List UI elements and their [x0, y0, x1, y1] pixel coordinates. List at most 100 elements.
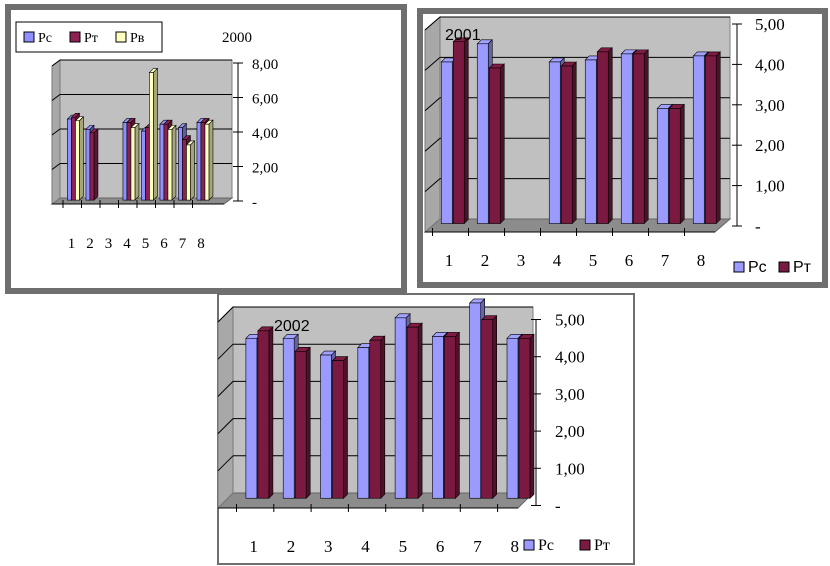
bar-pв-8 — [204, 123, 210, 201]
bar-pc-1 — [67, 118, 72, 201]
bar-pв-7 — [186, 144, 191, 201]
bar-pв-6 — [167, 129, 173, 201]
gridline-side — [424, 57, 441, 71]
bar-pт-2 — [89, 132, 95, 201]
x-tick-label: 2 — [287, 537, 296, 556]
bar-side-pт-4 — [571, 61, 577, 225]
gridline-side — [217, 418, 234, 434]
x-tick-label: 6 — [436, 537, 445, 556]
bar-pc-1 — [245, 337, 258, 499]
y-tick-label: - — [555, 497, 561, 516]
x-tick-label: 2 — [86, 236, 94, 252]
gridline-side — [424, 97, 441, 112]
bar-pc-3 — [320, 354, 332, 499]
gridline-side — [217, 455, 234, 472]
legend-label-pc: Pc — [538, 537, 554, 554]
bar-pc-1 — [440, 61, 453, 224]
bar-side-pт-7 — [492, 314, 498, 499]
x-tick-label: 3 — [105, 236, 113, 252]
bar-pт-1 — [257, 330, 270, 499]
legend-swatch-pт — [778, 261, 790, 273]
chart-title: 2000 — [222, 30, 252, 46]
bar-side-pт-6 — [455, 331, 460, 499]
chart-2000: - 2,00 4,00 6,00 8,00 1 2 3 4 5 6 7 8 2000 Pc Pт Pв — [15, 21, 278, 252]
legend-swatch-pт — [69, 31, 81, 43]
bar-pт-6 — [444, 336, 456, 499]
x-tick-label: 5 — [589, 251, 598, 270]
bar-side-pв-6 — [171, 124, 177, 201]
y-tick-label: - — [252, 195, 257, 211]
bar-pт-2 — [294, 351, 307, 499]
bar-side-pт-7 — [679, 103, 685, 225]
x-tick-label: 8 — [511, 537, 520, 556]
legend-label-pc: Pc — [748, 259, 767, 276]
bar-side-pт-2 — [305, 346, 311, 499]
chart-2002-group: - 1,00 2,00 3,00 4,00 5,00 1 2 3 4 5 6 7 8 2002 Pc Pт — [217, 298, 610, 556]
bar-pт-4 — [369, 339, 382, 499]
x-tick-label: 1 — [445, 251, 454, 270]
bar-side-pв-7 — [190, 140, 195, 201]
bar-pт-5 — [596, 51, 609, 224]
bar-pc-8 — [196, 122, 202, 201]
bar-pв-1 — [75, 120, 80, 201]
chart-2002: - 1,00 2,00 3,00 4,00 5,00 1 2 3 4 5 6 7 8 2002 Pc Pт — [217, 298, 610, 556]
bar-pт-1 — [452, 41, 465, 224]
bar-side-pв-4 — [134, 122, 140, 201]
legend-swatch-pc — [23, 31, 35, 43]
y-tick-label: 1,00 — [555, 459, 585, 478]
legend-label-pв: Pв — [130, 31, 145, 46]
bar-pc-5 — [141, 130, 146, 201]
x-tick-label: 1 — [249, 537, 258, 556]
y-tick-label: 2,00 — [755, 136, 785, 155]
x-tick-label: 5 — [399, 537, 408, 556]
bar-side-pв-8 — [208, 119, 214, 201]
x-tick-label: 3 — [324, 537, 333, 556]
bar-pт-4 — [126, 122, 132, 201]
bar-pв-4 — [130, 127, 136, 201]
x-tick-label: 1 — [68, 236, 76, 252]
x-tick-label: 4 — [361, 537, 370, 556]
bar-pc-4 — [548, 61, 561, 224]
y-tick-label: 4,00 — [555, 348, 585, 367]
gridline-side — [424, 16, 441, 31]
y-tick-label: 5,00 — [755, 15, 785, 34]
chart-title: 2001 — [445, 27, 481, 44]
bar-pт-6 — [163, 123, 169, 201]
bar-pт-4 — [560, 65, 573, 224]
chart-2000-group: - 2,00 4,00 6,00 8,00 1 2 3 4 5 6 7 8 2000 Pc Pт Pв — [15, 21, 278, 252]
gridline-side — [217, 381, 234, 397]
bar-pc-6 — [432, 336, 444, 499]
gridline-side — [51, 163, 61, 170]
bar-pc-5 — [394, 317, 407, 499]
bar-pт-7 — [182, 139, 187, 201]
y-tick-label: 4,00 — [755, 55, 785, 74]
bar-pт-2 — [488, 67, 501, 224]
bar-side-pт-1 — [268, 326, 274, 499]
bar-pт-5 — [145, 127, 150, 201]
x-tick-label: 6 — [625, 251, 634, 270]
y-tick-label: 3,00 — [755, 96, 785, 115]
gridline-side — [217, 306, 234, 323]
x-tick-label: 7 — [473, 537, 482, 556]
legend-label-pт: Pт — [793, 259, 812, 276]
x-tick-label: 2 — [481, 251, 490, 270]
plot-side-wall — [424, 15, 441, 234]
x-tick-label: 8 — [197, 236, 205, 252]
bar-side-pт-5 — [607, 47, 613, 225]
bar-pc-6 — [159, 123, 165, 201]
y-tick-label: 8,00 — [252, 57, 278, 73]
legend-box — [15, 21, 163, 53]
bar-pт-1 — [71, 117, 76, 201]
bar-pc-7 — [656, 108, 669, 224]
gridline-side — [217, 343, 234, 360]
chart-panel-2001: - 1,00 2,00 3,00 4,00 5,00 1 2 3 4 5 6 7 8 2001 Pc Pт — [417, 8, 828, 288]
bar-pc-2 — [282, 337, 295, 499]
y-tick-label: 1,00 — [755, 177, 785, 196]
bar-side-pт-1 — [463, 37, 469, 225]
legend-swatch-pc — [523, 539, 535, 551]
x-tick-label: 3 — [517, 251, 526, 270]
x-tick-label: 5 — [142, 236, 150, 252]
bar-pт-7 — [668, 108, 681, 224]
x-tick-label: 6 — [160, 236, 168, 252]
plot-side-wall — [217, 305, 234, 510]
